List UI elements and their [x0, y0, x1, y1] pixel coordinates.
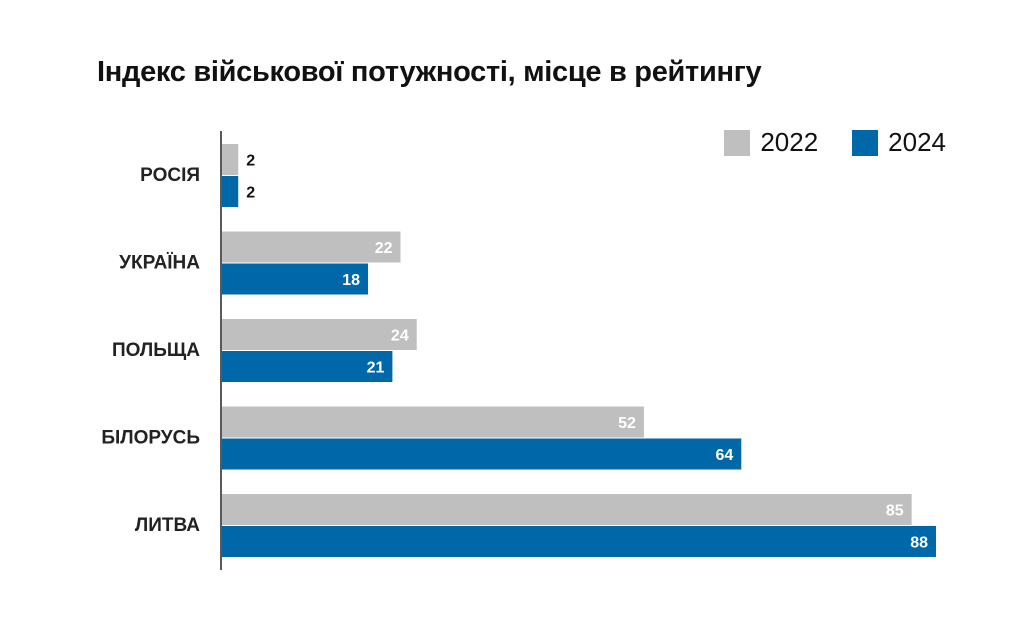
category-label-литва: ЛИТВА [135, 515, 200, 536]
bar-росія-2024 [222, 176, 239, 207]
bar-польща-2022 [222, 319, 417, 350]
category-label-україна: УКРАЇНА [119, 253, 200, 274]
value-label-україна-2024: 18 [342, 272, 360, 289]
category-label-росія: РОСІЯ [140, 165, 200, 186]
bar-україна-2024 [222, 263, 369, 295]
value-label-росія-2022: 2 [246, 153, 255, 170]
legend-item-2024: 2024 [852, 127, 946, 158]
category-label-польща: ПОЛЬЩА [112, 340, 200, 361]
value-label-білорусь-2024: 64 [715, 447, 733, 464]
value-label-україна-2022: 22 [375, 240, 393, 257]
value-label-польща-2022: 24 [391, 328, 409, 345]
value-label-литва-2022: 85 [886, 503, 904, 520]
chart-title: Індекс військової потужності, місце в ре… [97, 56, 762, 88]
bar-росія-2022 [222, 144, 239, 175]
value-label-литва-2024: 88 [910, 535, 928, 552]
bar-білорусь-2022 [222, 406, 644, 438]
legend-swatch-2024 [852, 129, 879, 156]
bar-білорусь-2024 [222, 438, 742, 470]
value-label-білорусь-2022: 52 [618, 415, 636, 432]
legend-label-2024: 2024 [888, 127, 946, 157]
legend-item-2022: 2022 [724, 127, 818, 158]
bar-литва-2024 [222, 526, 936, 557]
bar-литва-2022 [222, 494, 912, 525]
category-label-білорусь: БІЛОРУСЬ [101, 428, 200, 449]
legend: 2022 2024 [724, 127, 946, 158]
legend-label-2022: 2022 [760, 127, 819, 157]
value-label-росія-2024: 2 [246, 185, 255, 202]
bar-польща-2024 [222, 351, 393, 382]
legend-swatch-2022 [724, 129, 751, 156]
value-label-польща-2024: 21 [367, 360, 385, 377]
bar-україна-2022 [222, 231, 401, 263]
